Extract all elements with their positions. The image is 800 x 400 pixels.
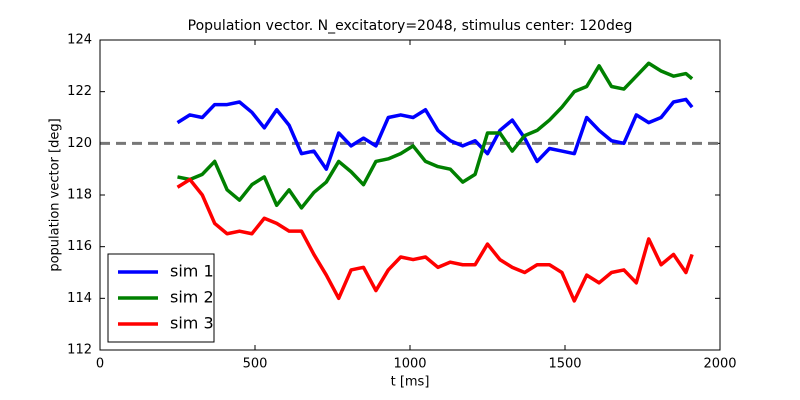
x-tick-label: 2000 [703, 357, 736, 372]
y-axis-label: population vector [deg] [48, 118, 63, 271]
x-axis-label: t [ms] [391, 375, 430, 390]
y-tick-label: 118 [67, 188, 92, 203]
x-tick-label: 0 [96, 357, 104, 372]
y-tick-label: 116 [67, 239, 92, 254]
y-tick-label: 120 [67, 136, 92, 151]
series-line [177, 61, 694, 210]
y-tick-label: 112 [67, 343, 92, 358]
legend-label: sim 3 [170, 314, 214, 333]
series-line [176, 97, 694, 171]
y-tick-label: 124 [67, 33, 92, 48]
legend: sim 1 sim 2 sim 3 [107, 253, 215, 343]
y-tick-label: 114 [67, 291, 92, 306]
y-tick-label: 122 [67, 84, 92, 99]
series-line [176, 177, 694, 303]
chart-title: Population vector. N_excitatory=2048, st… [188, 18, 633, 34]
legend-label: sim 1 [170, 262, 214, 281]
legend-label: sim 2 [170, 288, 214, 307]
x-tick-label: 1500 [548, 357, 581, 372]
x-tick-label: 1000 [393, 357, 426, 372]
x-tick-label: 500 [243, 357, 268, 372]
plot-frame [99, 39, 721, 351]
